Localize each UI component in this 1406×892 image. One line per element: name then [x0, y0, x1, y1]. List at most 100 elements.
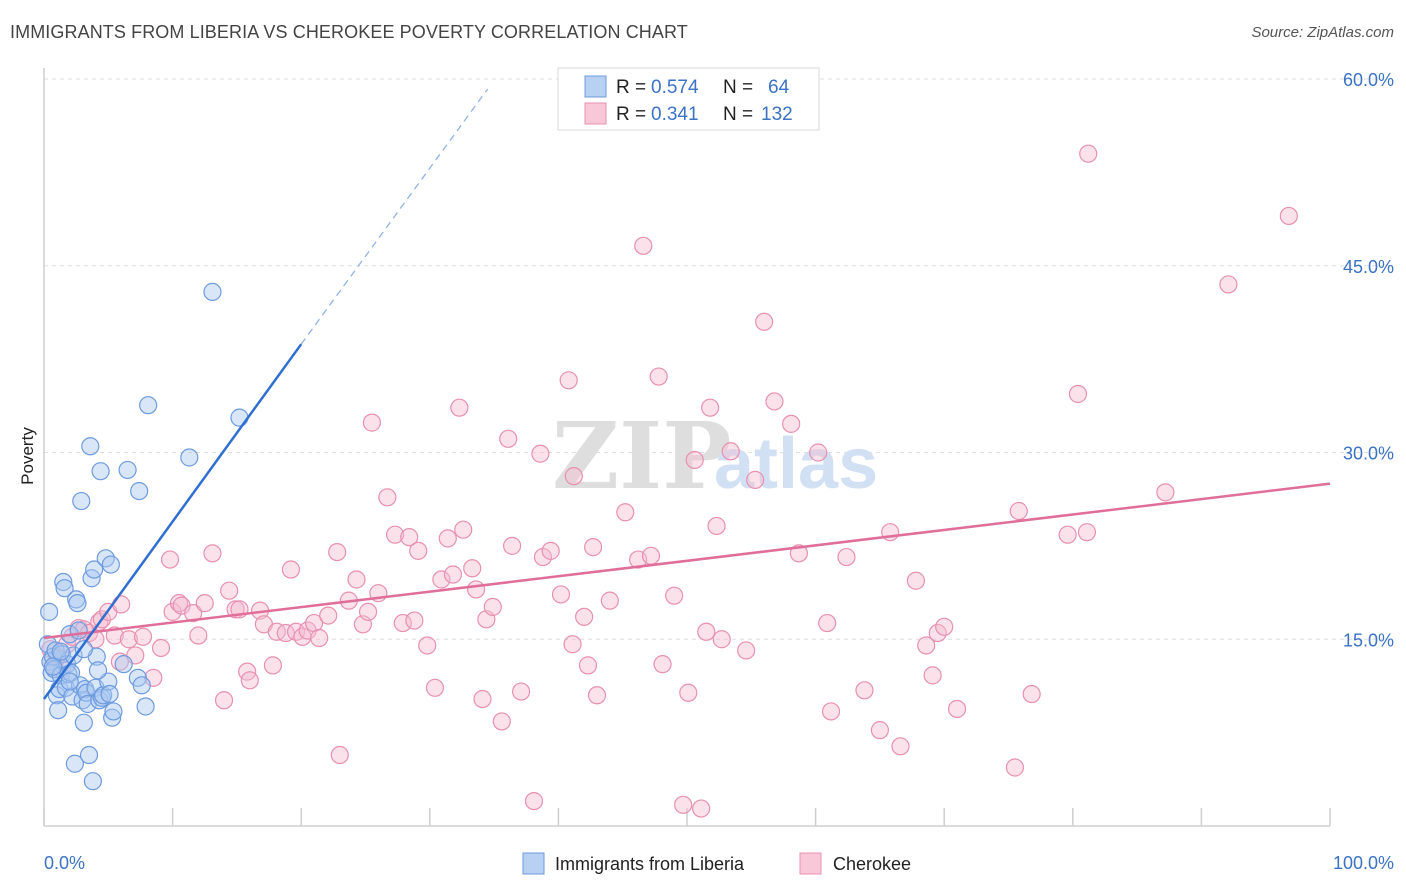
data-point [821, 702, 841, 721]
data-point [230, 408, 249, 427]
data-point [119, 630, 138, 649]
legend-box: R = 0.574 N = 64 R = 0.341 N = 132 [557, 67, 820, 131]
data-point [685, 450, 704, 470]
data-point [220, 581, 239, 600]
cherokee-trend-line [43, 482, 1331, 640]
data-point [393, 613, 412, 633]
data-point [600, 591, 619, 610]
data-point [51, 642, 70, 661]
data-point [531, 444, 550, 463]
data-point [782, 414, 801, 433]
data-point [418, 636, 437, 655]
liberia-trend-extension [300, 88, 489, 345]
data-point [328, 542, 347, 562]
data-point [101, 555, 120, 574]
data-point [195, 594, 214, 613]
data-point [130, 481, 149, 501]
data-point [837, 547, 856, 567]
data-point [118, 460, 137, 480]
data-point [463, 559, 482, 578]
data-point [103, 708, 122, 727]
data-point [575, 607, 594, 626]
y-tick-label: 45.0% [1343, 257, 1394, 277]
data-point [91, 462, 110, 481]
liberia-points [38, 282, 249, 791]
data-point [160, 550, 180, 569]
liberia-trend-line [42, 343, 303, 700]
data-point [870, 721, 890, 740]
data-point [184, 604, 203, 623]
data-point [69, 621, 88, 640]
data-point [385, 525, 405, 544]
data-point [737, 641, 756, 660]
data-point [169, 594, 189, 613]
data-point [104, 702, 123, 721]
bottom-legend-label-blue: Immigrants from Liberia [555, 854, 745, 874]
data-point [443, 565, 463, 584]
legend-n-label-blue: N = [723, 77, 753, 98]
data-point [425, 678, 445, 697]
data-point [151, 638, 171, 658]
data-point [692, 799, 711, 818]
legend-swatch-pink [584, 102, 607, 125]
data-point [409, 541, 428, 560]
y-tick-label: 15.0% [1343, 630, 1394, 650]
legend-n-value-blue: 64 [768, 77, 790, 98]
data-point [74, 713, 93, 732]
data-point [319, 606, 338, 625]
data-point [584, 538, 603, 557]
bottom-legend-swatch-pink [799, 852, 822, 875]
legend-n-value-pink: 132 [761, 104, 793, 125]
data-point [1005, 758, 1025, 777]
x-ticks [43, 808, 1331, 826]
data-point [1079, 144, 1098, 163]
data-point [707, 516, 726, 536]
data-point [203, 544, 222, 563]
data-point [189, 626, 208, 645]
data-point [450, 398, 469, 417]
legend-swatch-blue [584, 75, 607, 98]
data-point [578, 656, 598, 675]
data-point [454, 520, 473, 539]
y-tick-label: 60.0% [1343, 70, 1394, 90]
data-point [947, 699, 967, 719]
data-point [1156, 483, 1175, 502]
data-point [697, 622, 716, 641]
data-point [679, 683, 698, 702]
grid-lines [44, 78, 1394, 640]
data-point [132, 676, 151, 695]
data-point [818, 613, 837, 633]
data-point [923, 666, 942, 685]
watermark: ZIP atlas [552, 402, 878, 510]
data-point [483, 597, 502, 616]
data-point [1219, 275, 1238, 294]
data-point [559, 371, 578, 390]
data-point [503, 536, 522, 555]
data-point [43, 657, 63, 676]
watermark-zip: ZIP [552, 402, 731, 510]
data-point [214, 691, 234, 710]
watermark-atlas: atlas [714, 424, 878, 504]
data-point [100, 684, 119, 704]
chart-title: IMMIGRANTS FROM LIBERIA VS CHEROKEE POVE… [10, 22, 688, 42]
data-point [641, 546, 661, 565]
data-point [438, 529, 457, 548]
data-point [85, 560, 104, 579]
data-point [88, 661, 108, 680]
data-point [564, 467, 583, 486]
data-point [112, 595, 131, 614]
legend-r-label-pink: R = [616, 104, 646, 125]
data-point [362, 413, 382, 432]
data-point [701, 398, 720, 417]
data-point [653, 655, 672, 674]
data-point [81, 437, 100, 456]
data-point [1279, 206, 1298, 226]
data-point [40, 602, 59, 621]
trend-lines [42, 88, 1331, 700]
data-point [180, 448, 199, 467]
data-point [55, 579, 74, 598]
data-point [405, 611, 424, 630]
data-point [721, 442, 740, 461]
data-point [68, 594, 87, 613]
data-point [79, 745, 99, 765]
